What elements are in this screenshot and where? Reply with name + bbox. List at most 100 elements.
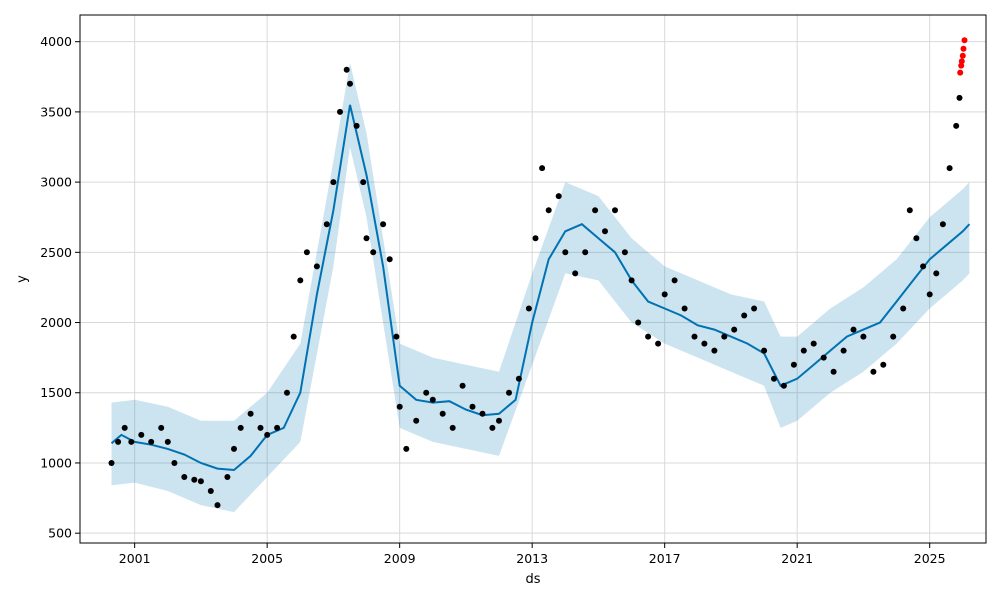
plot-frame xyxy=(79,14,987,544)
observed-point xyxy=(257,424,264,431)
observed-point xyxy=(956,94,963,101)
observed-point xyxy=(701,340,708,347)
y-tick-label: 1000 xyxy=(40,455,72,470)
observed-point xyxy=(572,270,579,277)
y-axis-ticks: 500 1000 1500 2000 2500 3000 3500 4000 xyxy=(40,34,80,541)
observed-point xyxy=(297,277,304,284)
observed-point xyxy=(920,263,927,270)
observed-point xyxy=(731,326,738,333)
observed-point xyxy=(370,249,377,256)
observed-point xyxy=(661,291,668,298)
observed-point xyxy=(191,476,198,483)
observed-point xyxy=(330,179,337,186)
observed-point xyxy=(128,438,135,445)
observed-point xyxy=(790,361,797,368)
observed-point xyxy=(264,431,271,438)
x-axis-ticks: 2001 2005 2009 2013 2017 2021 2025 xyxy=(119,543,946,566)
observed-point xyxy=(207,488,214,494)
observed-point xyxy=(423,389,430,396)
observed-point xyxy=(900,305,907,312)
observed-point xyxy=(539,165,546,172)
observed-point xyxy=(800,347,807,354)
observed-point xyxy=(214,502,221,509)
observed-point xyxy=(506,389,512,396)
observed-point xyxy=(439,410,446,417)
observed-point xyxy=(933,270,940,277)
observed-point xyxy=(592,207,599,214)
observed-point xyxy=(926,291,933,298)
observed-point xyxy=(360,179,367,186)
observed-point xyxy=(479,410,486,417)
observed-point xyxy=(621,249,628,256)
observed-point xyxy=(635,319,642,326)
x-tick-label: 2009 xyxy=(384,551,416,566)
observed-point xyxy=(906,207,913,214)
observed-point xyxy=(761,347,768,354)
observed-point xyxy=(290,333,297,340)
observed-point xyxy=(645,333,652,340)
observed-point xyxy=(347,80,353,87)
observed-point xyxy=(741,312,748,319)
observed-point xyxy=(353,122,360,129)
observed-point xyxy=(830,368,837,375)
observed-point xyxy=(449,424,456,431)
observed-point xyxy=(939,221,946,228)
observed-point xyxy=(158,424,165,431)
observed-point xyxy=(946,165,953,172)
observed-point xyxy=(890,333,897,340)
observed-point xyxy=(582,249,589,256)
observed-point xyxy=(237,424,244,431)
observed-point xyxy=(274,424,281,431)
outlier-point xyxy=(957,69,964,76)
observed-point xyxy=(363,235,370,242)
x-tick-label: 2025 xyxy=(914,551,946,566)
observed-point xyxy=(469,403,476,410)
outlier-point xyxy=(961,37,968,44)
observed-point xyxy=(247,410,254,417)
x-axis-label: ds xyxy=(525,572,540,587)
y-tick-label: 2500 xyxy=(40,245,72,260)
observed-point xyxy=(121,424,128,431)
observed-point xyxy=(555,193,562,200)
observed-point xyxy=(303,249,310,256)
observed-point xyxy=(231,445,237,452)
observed-point xyxy=(671,277,678,284)
observed-point xyxy=(164,438,171,445)
observed-point xyxy=(525,305,532,312)
observed-point xyxy=(840,347,847,354)
observed-point xyxy=(628,277,635,284)
observed-point xyxy=(681,305,688,312)
observed-point xyxy=(953,122,960,129)
x-tick-label: 2001 xyxy=(119,551,151,566)
observed-points xyxy=(108,66,963,509)
observed-point xyxy=(489,424,496,431)
observed-point xyxy=(108,460,115,466)
observed-point xyxy=(380,221,387,228)
observed-point xyxy=(771,375,777,382)
observed-point xyxy=(880,361,887,368)
y-axis-label: y xyxy=(15,275,30,283)
observed-point xyxy=(337,108,343,115)
observed-point xyxy=(721,333,728,340)
observed-point xyxy=(197,478,204,485)
forecast-line-group xyxy=(110,104,971,472)
outlier-points xyxy=(957,37,968,76)
observed-point xyxy=(171,460,178,466)
observed-point xyxy=(810,340,817,347)
x-tick-label: 2021 xyxy=(781,551,813,566)
outlier-point xyxy=(959,52,966,59)
observed-point xyxy=(515,375,522,382)
observed-point xyxy=(343,66,350,73)
observed-point xyxy=(138,431,145,438)
forecast-line xyxy=(110,104,971,472)
observed-point xyxy=(532,235,539,242)
y-tick-label: 4000 xyxy=(40,34,72,49)
observed-point xyxy=(711,347,718,354)
observed-point xyxy=(323,221,330,228)
observed-point xyxy=(148,438,155,445)
observed-point xyxy=(780,382,787,389)
observed-point xyxy=(284,389,290,396)
observed-point xyxy=(396,403,403,410)
